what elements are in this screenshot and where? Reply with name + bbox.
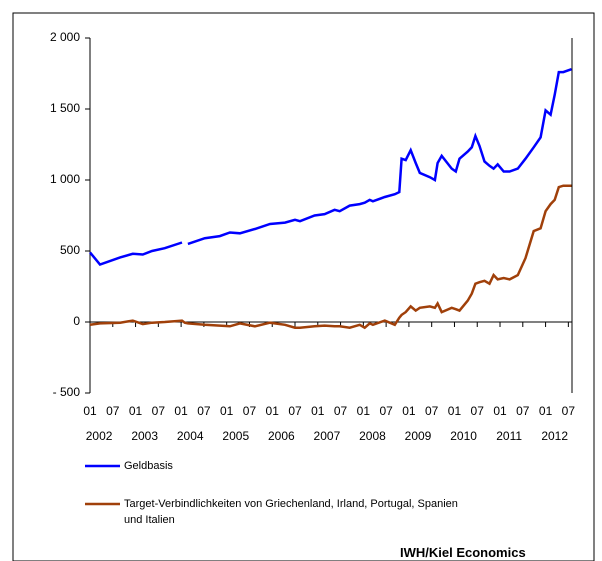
x-tick-label: 07 — [197, 404, 211, 418]
x-tick-label: 07 — [379, 404, 393, 418]
x-tick-label: 01 — [402, 404, 416, 418]
x-year-label: 2012 — [541, 429, 568, 443]
x-tick-label: 07 — [425, 404, 439, 418]
x-year-label: 2004 — [177, 429, 204, 443]
y-tick-label: 1 000 — [50, 172, 80, 186]
series-line — [89, 184, 572, 330]
frame — [12, 12, 595, 561]
x-tick-label: 01 — [129, 404, 143, 418]
x-year-label: 2003 — [131, 429, 158, 443]
x-tick-label: 01 — [357, 404, 371, 418]
x-tick-label: 07 — [243, 404, 257, 418]
x-tick-label: 01 — [174, 404, 188, 418]
x-tick-label: 07 — [106, 404, 120, 418]
y-tick-label: 500 — [60, 243, 80, 257]
x-year-label: 2007 — [314, 429, 341, 443]
x-year-label: 2010 — [450, 429, 477, 443]
x-tick-label: 01 — [493, 404, 507, 418]
x-tick-label: 07 — [562, 404, 576, 418]
x-tick-label: 07 — [471, 404, 485, 418]
x-year-label: 2011 — [496, 429, 522, 443]
source: IWH/Kiel Economics — [400, 545, 526, 560]
y-tick-label: 0 — [73, 314, 80, 328]
x-tick-label: 07 — [516, 404, 530, 418]
x-tick-label: 07 — [152, 404, 166, 418]
y-tick-label: - 500 — [53, 385, 81, 399]
x-tick-label: 07 — [288, 404, 302, 418]
x-tick-label: 01 — [220, 404, 234, 418]
legend-label: Geldbasis — [124, 460, 173, 472]
x-year-label: 2009 — [405, 429, 432, 443]
x-tick-label: 01 — [539, 404, 553, 418]
x-tick-label: 01 — [266, 404, 280, 418]
series-line — [89, 68, 572, 266]
x-tick-label: 01 — [448, 404, 462, 418]
x-year-label: 2005 — [222, 429, 249, 443]
x-year-label: 2002 — [86, 429, 113, 443]
x-year-label: 2008 — [359, 429, 386, 443]
x-tick-label: 01 — [83, 404, 97, 418]
x-year-label: 2006 — [268, 429, 295, 443]
y-tick-label: 2 000 — [50, 30, 80, 44]
x-tick-label: 01 — [311, 404, 325, 418]
y-tick-label: 1 500 — [50, 101, 80, 115]
legend-label: Target-Verbindlichkeiten von Griechenlan… — [124, 498, 458, 526]
x-tick-label: 07 — [334, 404, 348, 418]
